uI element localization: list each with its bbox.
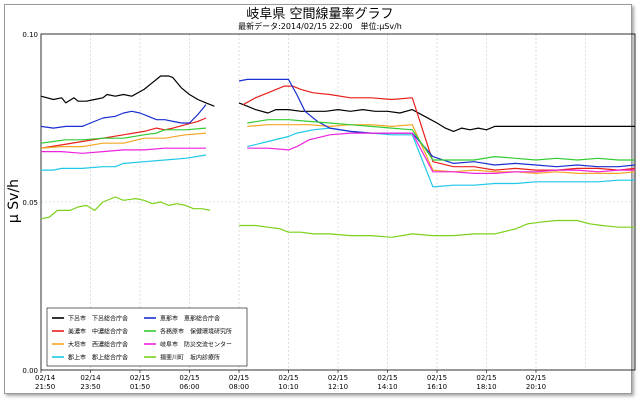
legend-label: 郡上市 郡上総合庁舎 [68,354,128,362]
legend-label: 大垣市 西濃総合庁舎 [68,341,128,349]
legend-label: 美濃市 中濃総合庁舎 [68,328,128,336]
x-tick-date: 02/15 [377,374,397,382]
series-line [41,147,206,154]
series-line [247,119,635,161]
series-line [40,75,215,107]
series-line [247,124,636,174]
x-tick-time: 20:10 [526,383,546,391]
legend-label: 恵那市 恵那総合庁舎 [160,315,220,323]
x-tick-date: 02/15 [526,374,546,382]
series-line [247,127,635,188]
x-tick-time: 10:10 [278,383,298,391]
series-line [242,85,636,171]
x-tick-date: 02/14 [35,374,56,382]
y-tick-label: 0.10 [22,31,38,39]
x-tick-date: 02/15 [179,374,199,382]
series-line [40,132,207,149]
y-tick-label: 0.00 [22,367,38,375]
series-line [41,154,207,171]
x-tick-date: 02/15 [130,374,150,382]
legend-label: 岐阜市 防災交流センター [160,341,232,349]
x-tick-date: 02/15 [328,374,348,382]
legend-label: 揖斐川町 坂内診療所 [160,354,220,362]
chart-subtitle: 最新データ:2014/02/15 22:00 単位:μSv/h [238,21,402,31]
x-tick-time: 01:50 [130,383,150,391]
series-line [40,196,211,220]
series-line [40,104,207,129]
x-tick-date: 02/15 [278,374,298,382]
series-line [238,102,635,132]
series-line [239,219,635,238]
series-line [40,127,207,144]
x-tick-date: 02/15 [229,374,249,382]
x-tick-time: 18:10 [476,383,496,391]
legend-label: 下呂市 下呂総合庁舎 [68,315,128,323]
x-tick-labels: 02/1421:5002/1423:5002/1501:5002/1506:00… [35,370,546,391]
chart-title: 岐阜県 空間線量率グラフ [246,6,393,22]
series-lines [40,75,636,238]
x-tick-date: 02/15 [427,374,447,382]
x-tick-date: 02/14 [80,374,101,382]
x-tick-time: 12:10 [328,383,348,391]
x-tick-time: 23:50 [80,383,100,391]
x-tick-time: 06:00 [179,383,199,391]
y-tick-label: 0.05 [22,199,38,207]
x-tick-time: 16:10 [427,383,447,391]
series-line [40,117,207,149]
y-axis-label: μ Sv/h [6,179,22,223]
legend-label: 各務原市 保健環境研究所 [160,328,232,336]
x-tick-date: 02/15 [476,374,496,382]
x-tick-time: 14:10 [377,383,397,391]
x-tick-time: 21:50 [35,383,55,391]
y-tick-labels: 0.10 0.05 0.00 [22,31,38,375]
x-tick-time: 08:00 [229,383,249,391]
series-line [247,132,635,174]
